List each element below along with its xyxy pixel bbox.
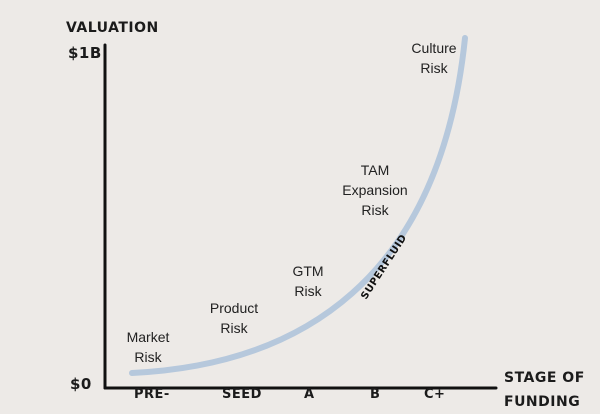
x-axis-label-line2: FUNDING [504,394,581,410]
x-tick: A [304,387,315,402]
chart-canvas: SUPERFLUID [103,35,498,390]
x-tick: PRE- [134,387,170,402]
annotation-culture-risk: Culture Risk [411,40,457,76]
annotation-product-risk: Product Risk [209,300,259,336]
x-axis-label: STAGE OF FUNDING [504,366,600,414]
series-line-superfluid [129,35,468,376]
y-tick-bottom: $0 [70,375,92,393]
annotation-tam-expansion-risk: TAM Expansion Risk [342,162,408,218]
y-axis-label: VALUATION [66,20,159,36]
x-axis-label-line1: STAGE OF [504,370,585,386]
annotation-gtm-risk: GTM Risk [292,263,324,299]
x-tick: C+ [424,387,446,402]
annotation-market-risk: Market Risk [126,329,170,365]
y-tick-top: $1B [68,44,102,62]
series-label-superfluid: SUPERFLUID [359,233,409,302]
x-tick: B [370,387,381,402]
x-tick: SEED [222,387,262,402]
